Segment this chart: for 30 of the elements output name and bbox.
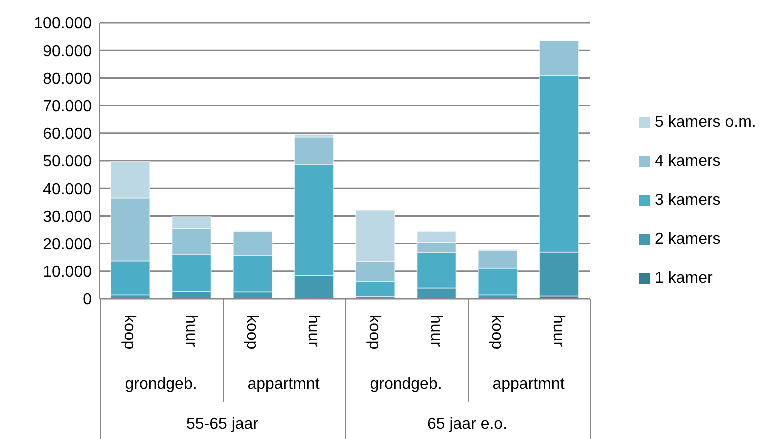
y-tick-label: 60.000	[43, 126, 92, 144]
legend-label: 4 kamers	[655, 152, 721, 170]
y-tick-label: 80.000	[43, 70, 92, 88]
text: grondgeb.	[124, 376, 198, 394]
y-tick-label: 30.000	[43, 208, 92, 226]
legend-label: 3 kamers	[655, 192, 721, 210]
legend-label: 1 kamer	[655, 270, 713, 288]
y-tick-label: 100.000	[34, 16, 92, 33]
legend-label: 5 kamers o.m.	[655, 114, 756, 132]
y-tick-label: 90.000	[43, 43, 92, 60]
legend-label: 2 kamers	[655, 230, 721, 248]
x-tick-label: huur	[304, 315, 322, 348]
x-tick-label: huur	[550, 315, 567, 348]
text: appartmnt	[246, 376, 321, 394]
y-tick-label: 40.000	[43, 181, 92, 198]
x-tick-label: koop	[366, 315, 384, 350]
x-tick-label: koop	[121, 315, 138, 350]
x-tick-label: koop	[488, 315, 506, 350]
text: 55-65 jaar	[185, 416, 260, 434]
text: 65 jaar e.o.	[426, 416, 509, 434]
y-tick-label: 70.000	[43, 98, 92, 116]
text: grondgeb.	[369, 376, 444, 394]
y-tick-label: 50.000	[43, 154, 92, 171]
y-tick-label: 0	[83, 292, 92, 309]
y-tick-label: 10.000	[43, 264, 92, 282]
x-tick-label: huur	[182, 315, 200, 348]
text: appartmnt	[492, 376, 566, 394]
x-tick-label: koop	[244, 315, 261, 350]
x-tick-label: huur	[427, 315, 444, 348]
y-tick-label: 20.000	[43, 236, 92, 254]
